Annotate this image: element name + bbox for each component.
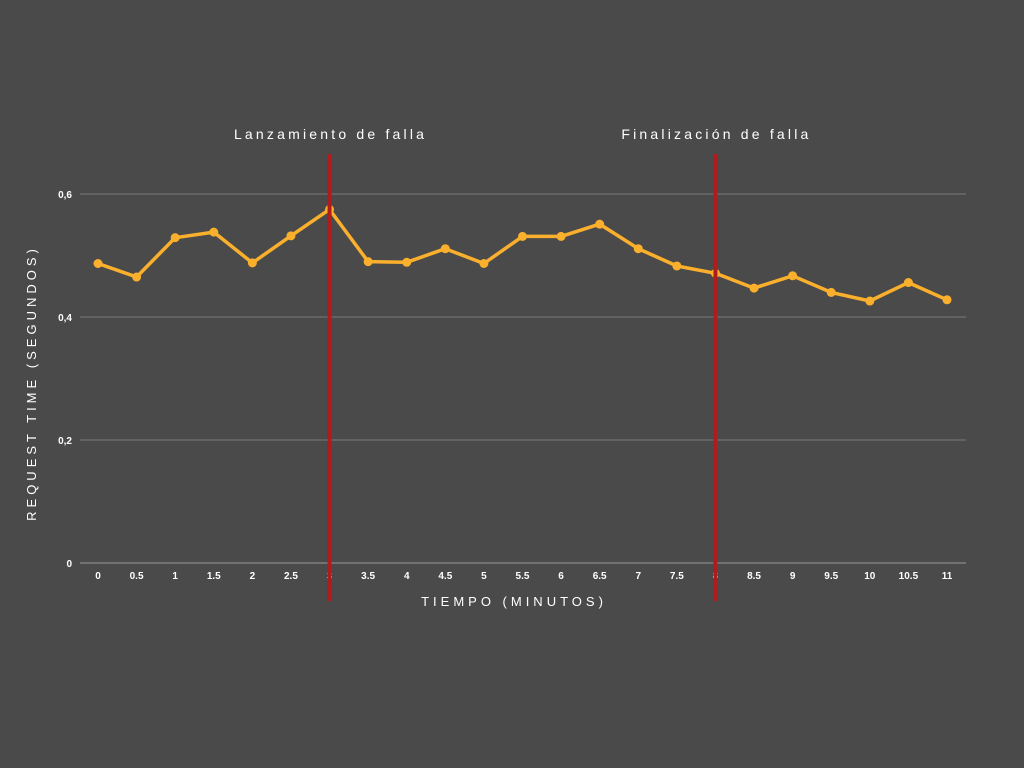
x-tick-label: 3.5 [361,571,375,582]
y-tick-label: 0,6 [58,190,72,201]
y-tick-label: 0,4 [58,313,72,324]
data-point [402,257,412,267]
series-group [93,204,952,306]
x-tick-label: 2.5 [284,571,298,582]
data-point [170,233,180,243]
data-point [556,231,566,241]
x-tick-label: 2 [250,571,256,582]
data-point [865,296,875,306]
x-tick-label: 6.5 [593,571,607,582]
event-marker-label: Finalización de falla [621,126,811,142]
data-point [826,287,836,297]
data-point [132,272,142,282]
x-tick-label: 1.5 [207,571,221,582]
x-tick-label: 9 [790,571,796,582]
data-point [903,278,913,288]
y-tick-labels: 0 0,2 0,4 0,6 [58,190,72,570]
x-tick-label: 11 [942,571,953,582]
annotations: Lanzamiento de falla Finalización de fall… [234,126,811,601]
event-marker-label: Lanzamiento de falla [234,126,427,142]
data-point [479,258,489,268]
data-point [286,231,296,241]
data-point [93,258,103,268]
data-point [749,283,759,293]
x-tick-label: 6 [558,571,564,582]
x-tick-label: 4 [404,571,410,582]
data-point [633,244,643,254]
grid-lines [80,193,966,564]
y-tick-label: 0,2 [58,436,72,447]
x-tick-label: 7.5 [670,571,684,582]
x-tick-label: 5.5 [516,571,530,582]
x-tick-label: 1 [172,571,178,582]
x-tick-label: 10.5 [899,571,919,582]
x-axis-label: TIEMPO (MINUTOS) [421,594,607,609]
x-tick-label: 7 [635,571,641,582]
x-tick-label: 0.5 [130,571,144,582]
data-point [788,271,798,281]
data-point [942,295,952,305]
x-tick-label: 8.5 [747,571,761,582]
data-point [247,258,257,268]
data-point [209,227,219,237]
y-axis-label: REQUEST TIME (SEGUNDOS) [24,245,39,521]
x-tick-labels: 00.511.522.533.544.555.566.577.588.599.5… [95,571,953,582]
x-tick-label: 10 [864,571,876,582]
data-point [672,261,682,271]
x-tick-label: 0 [95,571,101,582]
x-tick-label: 4.5 [438,571,452,582]
data-point [440,244,450,254]
x-tick-label: 9.5 [824,571,838,582]
series-line [96,207,949,303]
data-point [363,257,373,267]
x-tick-label: 5 [481,571,487,582]
data-point [518,231,527,241]
data-point [595,219,605,229]
y-tick-label: 0 [66,559,72,570]
